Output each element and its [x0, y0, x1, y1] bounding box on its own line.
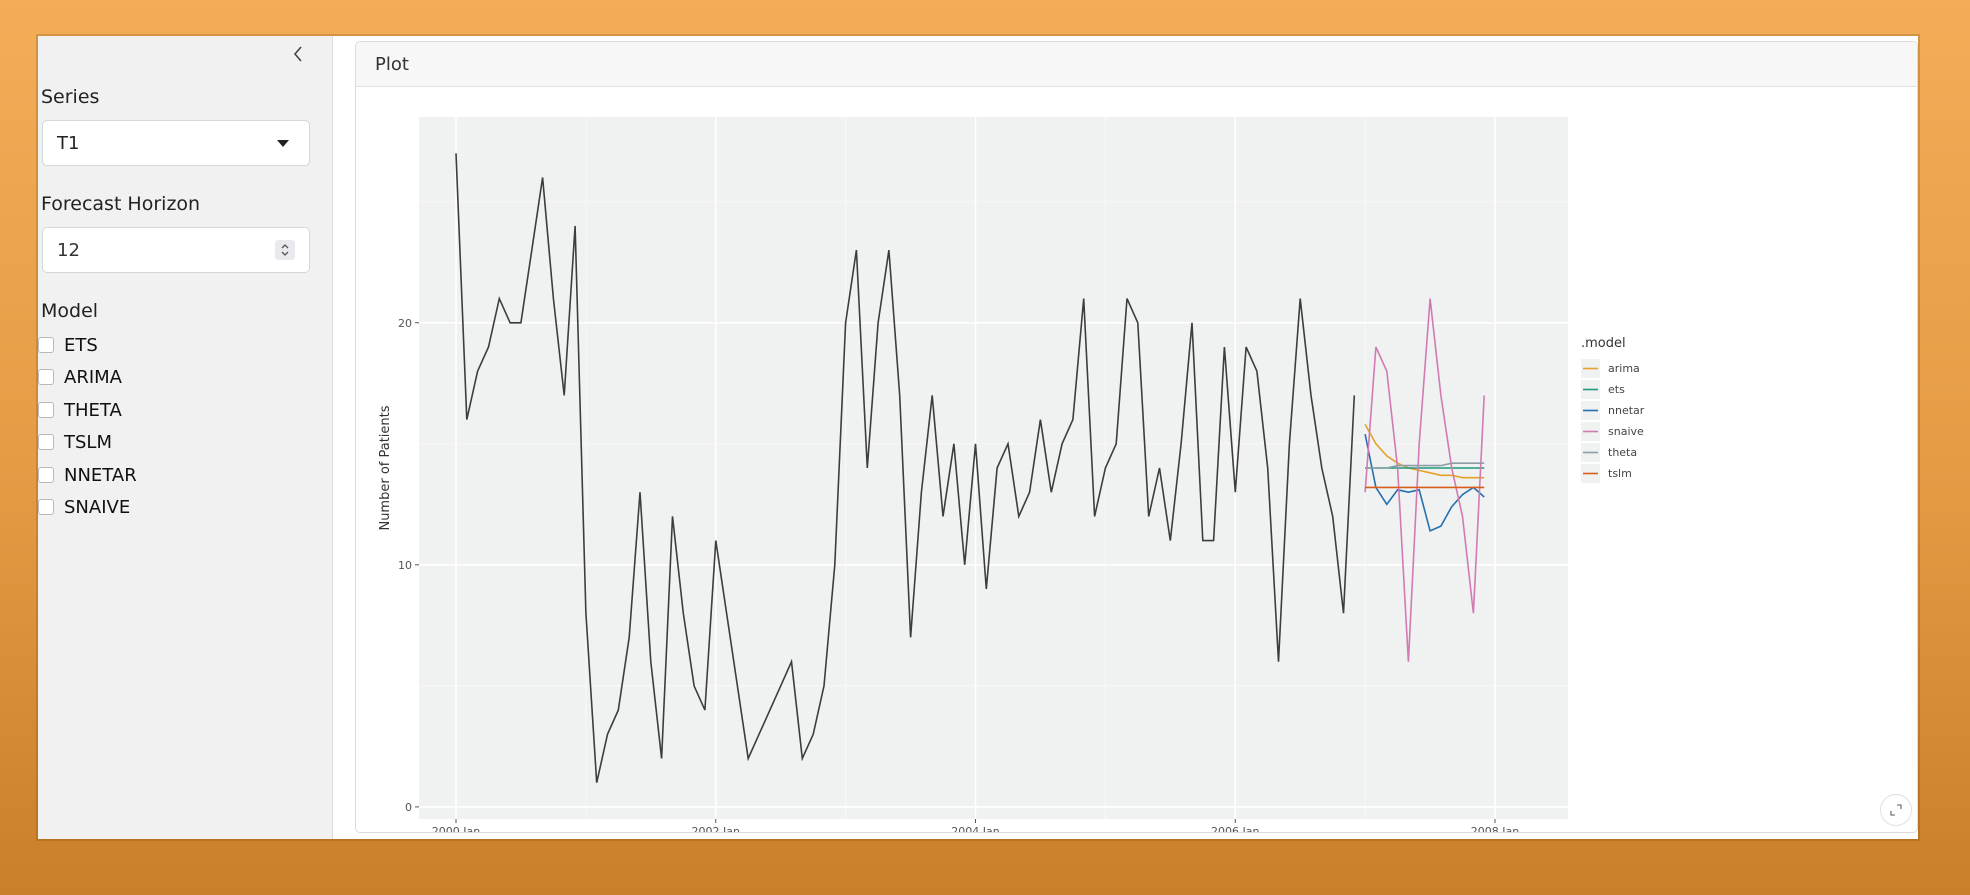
x-tick-label: 2008 Jan — [1471, 825, 1519, 832]
checkbox[interactable] — [38, 467, 54, 483]
expand-button[interactable] — [1880, 794, 1912, 826]
plot-card: Plot 0 10 20 2000 Jan 2002 Jan 2004 Jan 2006 J… — [355, 41, 1918, 833]
x-tick-label: 2000 Jan — [432, 825, 480, 832]
model-option-tslm[interactable]: TSLM — [38, 430, 112, 454]
checkbox[interactable] — [38, 499, 54, 515]
chevron-left-icon — [293, 46, 302, 62]
model-option-theta[interactable]: THETA — [38, 398, 122, 422]
model-option-label: SNAIVE — [64, 496, 131, 518]
model-option-nnetar[interactable]: NNETAR — [38, 463, 137, 487]
forecast-horizon-value: 12 — [57, 239, 80, 261]
legend-title: .model — [1581, 336, 1626, 351]
forecast-series-arima — [1364, 424, 1485, 479]
legend-label-ets: ets — [1608, 383, 1625, 396]
plot-card-header: Plot — [356, 42, 1917, 87]
series-label: Series — [41, 86, 100, 108]
legend-label-tslm: tslm — [1608, 467, 1632, 480]
legend-label-theta: theta — [1608, 446, 1637, 459]
model-option-arima[interactable]: ARIMA — [38, 365, 122, 389]
up-down-spinner-icon[interactable] — [275, 240, 295, 260]
forecast-series-nnetar — [1364, 433, 1485, 533]
model-option-label: ETS — [64, 334, 98, 356]
sidebar-collapse-button[interactable] — [286, 40, 310, 68]
sidebar: Series T1 Forecast Horizon 12 Model ETS … — [38, 36, 333, 839]
checkbox[interactable] — [38, 337, 54, 353]
series-selected-value: T1 — [57, 132, 80, 154]
y-axis-title: Number of Patients — [378, 405, 393, 530]
model-option-label: TSLM — [64, 431, 112, 453]
model-label: Model — [41, 300, 99, 322]
history-series-line — [455, 153, 1356, 783]
app-window: Series T1 Forecast Horizon 12 Model ETS … — [38, 36, 1918, 839]
checkbox[interactable] — [38, 402, 54, 418]
model-option-label: NNETAR — [64, 464, 137, 486]
model-option-label: THETA — [64, 399, 122, 421]
x-tick-label: 2002 Jan — [692, 825, 740, 832]
y-tick-label: 20 — [398, 317, 412, 330]
expand-icon — [1890, 804, 1902, 816]
forecast-series-snaive — [1364, 298, 1485, 662]
model-option-label: ARIMA — [64, 366, 122, 388]
forecast-series-theta — [1365, 462, 1485, 469]
model-option-ets[interactable]: ETS — [38, 333, 98, 357]
x-tick-label: 2004 Jan — [951, 825, 999, 832]
model-option-snaive[interactable]: SNAIVE — [38, 495, 130, 519]
legend-label-nnetar: nnetar — [1608, 404, 1645, 417]
card-title: Plot — [375, 53, 409, 75]
forecast-chart: 0 10 20 2000 Jan 2002 Jan 2004 Jan 2006 Jan 200… — [378, 117, 1645, 832]
checkbox[interactable] — [38, 369, 54, 385]
legend-label-snaive: snaive — [1608, 425, 1644, 438]
x-tick-label: 2006 Jan — [1211, 825, 1259, 832]
forecast-horizon-input[interactable]: 12 — [42, 227, 310, 273]
caret-down-icon — [277, 140, 289, 147]
series-select[interactable]: T1 — [42, 120, 310, 166]
y-tick-label: 10 — [398, 559, 412, 572]
legend-label-arima: arima — [1608, 362, 1640, 375]
y-tick-label: 0 — [405, 801, 412, 814]
checkbox[interactable] — [38, 434, 54, 450]
forecast-horizon-label: Forecast Horizon — [41, 193, 201, 215]
